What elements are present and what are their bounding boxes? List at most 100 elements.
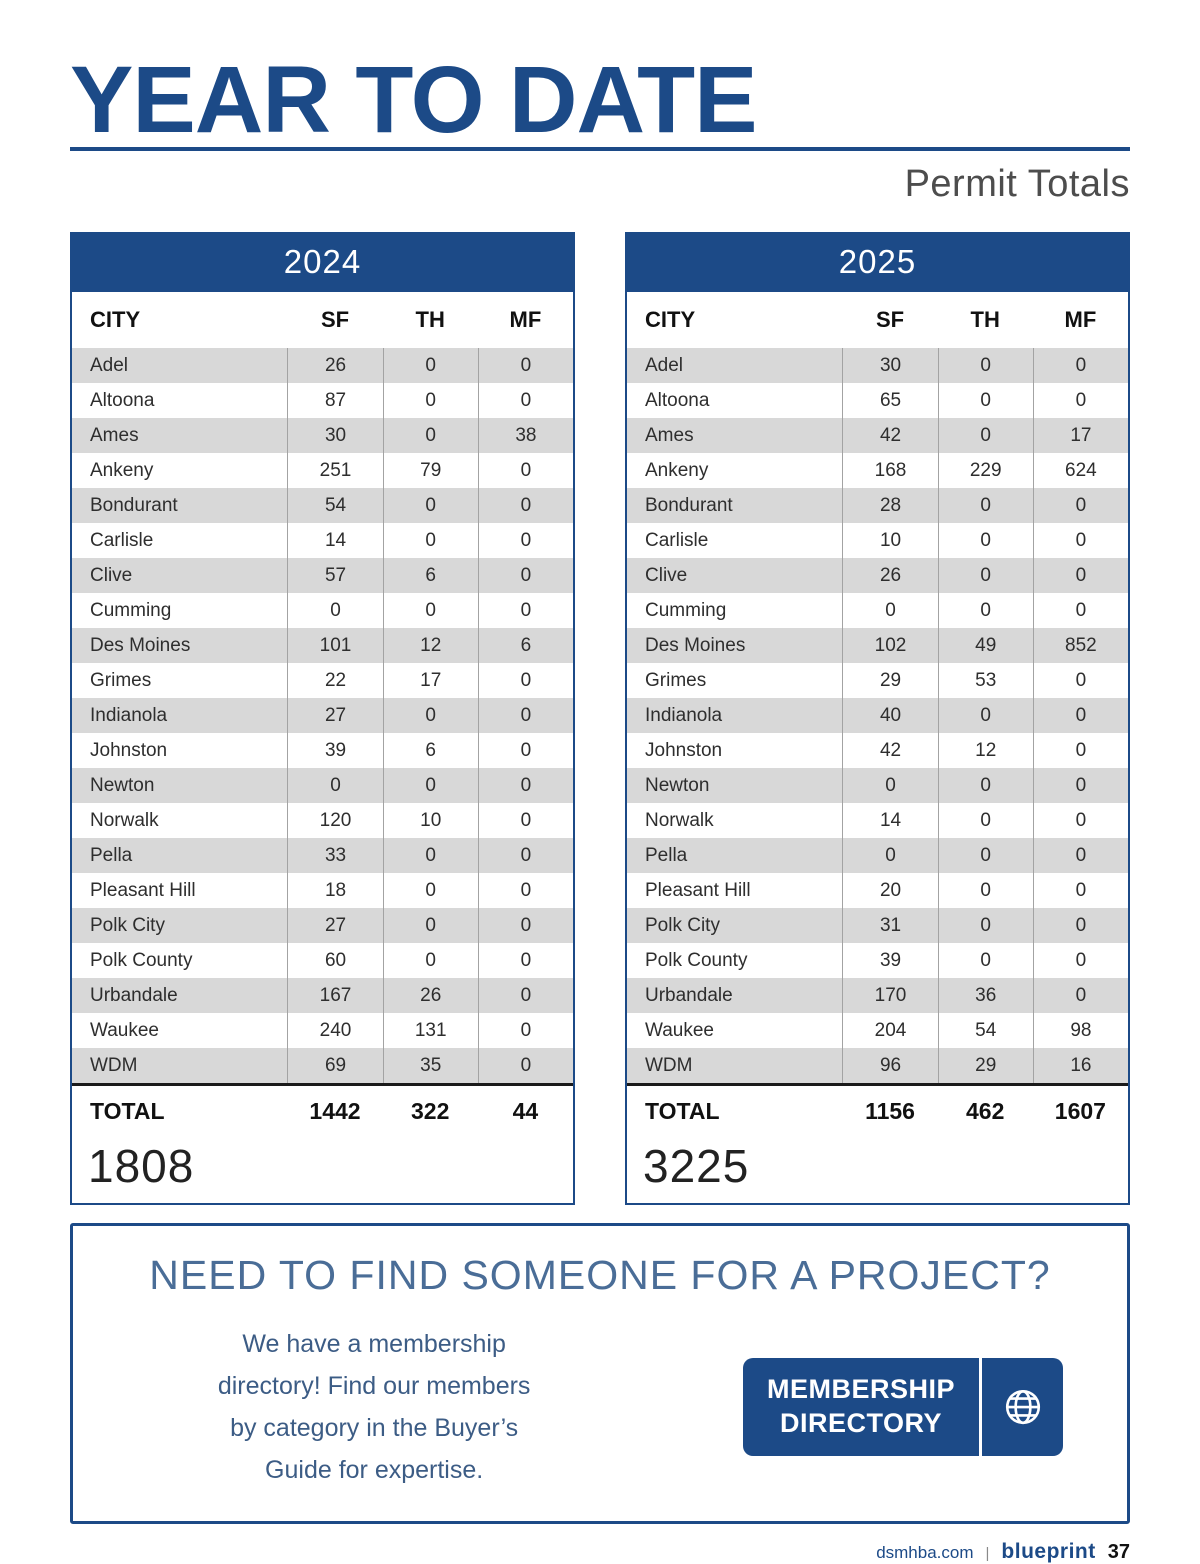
th-value-cell: 53 [937,663,1033,699]
th-value-cell: 0 [937,558,1033,594]
city-cell: Johnston [90,739,168,761]
city-cell: Des Moines [90,634,191,656]
total-mf: 1607 [1054,1098,1106,1125]
sf-value-cell: 0 [287,768,382,804]
button-label-line1: MEMBERSHIP [766,1374,955,1405]
city-cell: WDM [645,1054,693,1076]
th-value-cell: 0 [382,593,478,629]
sf-value-cell: 30 [842,348,937,384]
sf-value-cell: 27 [287,698,382,734]
button-label-line2: DIRECTORY [779,1408,942,1439]
mf-value-cell: 0 [477,663,573,699]
sf-value-cell: 69 [287,1048,382,1084]
cta-row: We have a membership directory! Find our… [109,1323,1091,1491]
th-value-cell: 0 [382,523,478,559]
page-subtitle: Permit Totals [904,163,1130,206]
mf-value-cell: 98 [1032,1013,1128,1049]
th-value-cell: 0 [937,873,1033,909]
sf-value-cell: 18 [287,873,382,909]
th-value-cell: 0 [937,803,1033,839]
th-value-cell: 0 [382,873,478,909]
city-cell: Clive [90,564,133,586]
column-header-city: CITY [645,307,696,333]
th-value-cell: 6 [382,558,478,594]
mf-value-cell: 0 [1032,698,1128,734]
table-body: Adel 26 0 0 Altoona 87 0 0 Ames 30 0 38 Ankeny 251 79 0… [72,348,573,1084]
table-row: Bondurant 54 0 0 [72,488,573,524]
sf-value-cell: 65 [842,383,937,419]
sf-value-cell: 0 [842,838,937,874]
table-row: Pella 33 0 0 [72,838,573,874]
total-label: TOTAL [645,1098,720,1125]
mf-value-cell: 6 [477,628,573,664]
city-cell: Adel [90,354,129,376]
table-row: Polk County 60 0 0 [72,943,573,979]
mf-value-cell: 0 [1032,803,1128,839]
mf-value-cell: 0 [477,733,573,769]
mf-value-cell: 0 [1032,733,1128,769]
sf-value-cell: 20 [842,873,937,909]
th-value-cell: 0 [382,698,478,734]
mf-value-cell: 0 [477,383,573,419]
th-value-cell: 0 [382,768,478,804]
page-title: YEAR TO DATE [70,47,758,153]
th-value-cell: 0 [382,418,478,454]
mf-value-cell: 0 [1032,523,1128,559]
th-value-cell: 49 [937,628,1033,664]
table-row: Indianola 27 0 0 [72,698,573,734]
mf-value-cell: 0 [477,1048,573,1084]
table-row: Clive 26 0 0 [627,558,1128,594]
city-cell: Indianola [90,704,168,726]
mf-value-cell: 0 [477,593,573,629]
th-value-cell: 0 [382,908,478,944]
table-row: Clive 57 6 0 [72,558,573,594]
th-value-cell: 0 [382,383,478,419]
th-value-cell: 54 [937,1013,1033,1049]
sf-value-cell: 31 [842,908,937,944]
city-cell: WDM [90,1054,138,1076]
table-row: Cumming 0 0 0 [627,593,1128,629]
table-row: Newton 0 0 0 [627,768,1128,804]
city-cell: Carlisle [645,529,709,551]
city-cell: Pella [645,844,688,866]
mf-value-cell: 0 [477,943,573,979]
sf-value-cell: 54 [287,488,382,524]
th-value-cell: 0 [937,768,1033,804]
th-value-cell: 12 [937,733,1033,769]
city-cell: Carlisle [90,529,154,551]
table-row: Norwalk 120 10 0 [72,803,573,839]
mf-value-cell: 16 [1032,1048,1128,1084]
city-cell: Newton [645,774,710,796]
title-underline: YEAR TO DATE [70,47,1130,153]
sf-value-cell: 0 [842,593,937,629]
mf-value-cell: 0 [1032,768,1128,804]
th-value-cell: 29 [937,1048,1033,1084]
table-row: Carlisle 10 0 0 [627,523,1128,559]
mf-value-cell: 0 [477,978,573,1014]
th-value-cell: 0 [937,383,1033,419]
membership-directory-button[interactable]: MEMBERSHIP DIRECTORY [742,1358,1063,1456]
permit-table-2024: 2024 CITY SF TH MF Adel 26 0 0 Altoona 87 0 0 Am… [70,232,575,1206]
mf-value-cell: 0 [477,558,573,594]
city-cell: Cumming [645,599,727,621]
grand-total: 3225 [643,1140,750,1193]
total-sf: 1156 [865,1098,915,1125]
sf-value-cell: 14 [842,803,937,839]
mf-value-cell: 0 [477,908,573,944]
city-cell: Altoona [90,389,155,411]
mf-value-cell: 0 [477,873,573,909]
th-value-cell: 0 [937,348,1033,384]
table-row: Grimes 29 53 0 [627,663,1128,699]
sf-value-cell: 26 [842,558,937,594]
mf-value-cell: 0 [477,698,573,734]
th-value-cell: 0 [937,418,1033,454]
sf-value-cell: 28 [842,488,937,524]
sf-value-cell: 39 [842,943,937,979]
footer-brand-logo: blueprint [1001,1540,1096,1564]
city-cell: Polk County [90,949,193,971]
table-row: Adel 26 0 0 [72,348,573,384]
mf-value-cell: 0 [477,838,573,874]
th-value-cell: 17 [382,663,478,699]
city-cell: Pleasant Hill [90,879,196,901]
th-value-cell: 0 [382,943,478,979]
